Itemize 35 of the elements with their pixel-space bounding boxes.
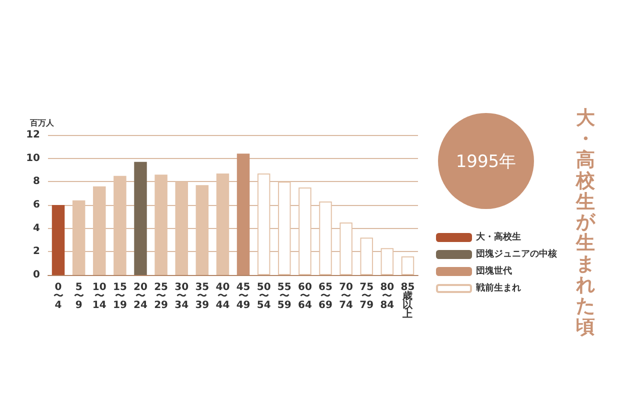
x-tick-label: 55〜59	[277, 282, 292, 311]
x-tick-label: 30〜34	[174, 282, 189, 311]
x-tick-label: 50〜54	[256, 282, 271, 311]
x-tick-label: 80〜84	[380, 282, 394, 311]
y-tick-label: 10	[26, 152, 40, 164]
y-tick-label: 2	[33, 246, 40, 258]
y-tick-label: 0	[33, 270, 40, 280]
x-tick-label: 75〜79	[360, 282, 374, 311]
y-tick-label: 12	[26, 130, 40, 140]
x-tick-label: 0〜4	[53, 282, 64, 311]
x-tick-label: 20〜24	[134, 282, 148, 311]
x-tick-label: 10〜14	[92, 282, 106, 311]
text: 大・高校生が生まれた頃	[576, 107, 595, 338]
x-tick-label: 15〜19	[112, 282, 127, 311]
x-tick-label: 85歳以上	[400, 282, 415, 320]
x-tick-label: 60〜64	[298, 282, 312, 311]
bar	[401, 256, 414, 275]
x-tick-label: 5〜9	[74, 282, 84, 311]
legend-label: 大・高校生	[476, 232, 521, 242]
legend-label: 団塊ジュニアの中核	[476, 248, 557, 260]
bar	[52, 205, 65, 275]
x-tick-label: 45〜49	[236, 282, 250, 311]
x-tick-label: 40〜44	[216, 282, 230, 311]
y-axis-title: 百万人	[29, 118, 55, 128]
bar	[236, 154, 250, 275]
legend-label: 戦前生まれ	[475, 282, 521, 294]
bar	[134, 162, 147, 275]
y-tick-label: 8	[33, 176, 40, 188]
y-tick-label: 4	[33, 222, 40, 234]
x-tick-label: 65〜69	[318, 282, 332, 311]
x-tick-label: 70〜74	[339, 282, 354, 311]
legend-label: 団塊世代	[476, 266, 512, 276]
x-tick-label: 35〜39	[195, 282, 210, 311]
y-tick-label: 6	[33, 200, 40, 210]
x-tick-label: 25〜29	[154, 282, 168, 311]
